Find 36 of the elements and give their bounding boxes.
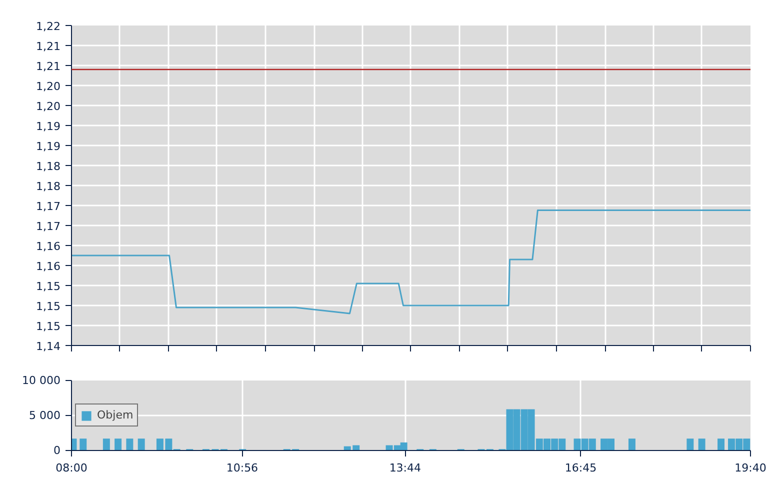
- y-tick-label: 1,21: [36, 40, 61, 53]
- y-tick-label: 1,15: [36, 280, 61, 293]
- y-tick-label: 1,14: [36, 340, 61, 353]
- bar: [114, 438, 122, 450]
- bar: [138, 438, 145, 450]
- y-tick-label: 1,19: [36, 120, 61, 133]
- x-tick-label: 08:00: [56, 462, 88, 474]
- y-tick-label: 0: [54, 444, 60, 457]
- line-series: [72, 210, 750, 314]
- y-tick-label: 10 000: [22, 374, 61, 387]
- x-tick-label: 13:44: [389, 462, 422, 474]
- bar: [126, 438, 134, 450]
- y-tick-label: 1,16: [36, 240, 61, 253]
- y-tick-label: 1,21: [36, 60, 61, 73]
- bar: [628, 438, 636, 450]
- y-tick-label: 1,18: [36, 160, 61, 173]
- x-tick-label: 16:45: [564, 462, 597, 474]
- bar: [718, 438, 724, 450]
- bar: [698, 438, 706, 450]
- y-tick-label: 1,20: [36, 100, 61, 113]
- y-tick-label: 1,16: [36, 260, 61, 273]
- y-tick-label: 1,15: [36, 320, 61, 333]
- legend-label: Objem: [97, 408, 134, 422]
- x-tick-label: 10:56: [226, 462, 258, 474]
- y-tick-label: 1,20: [36, 80, 61, 93]
- y-tick-label: 1,18: [36, 180, 61, 193]
- y-tick-label: 1,19: [36, 140, 61, 153]
- y-tick-label: 1,15: [36, 300, 61, 313]
- y-tick-label: 1,17: [36, 200, 61, 213]
- y-tick-label: 1,22: [36, 20, 61, 33]
- bar: [80, 438, 87, 450]
- y-tick-label: 1,17: [36, 220, 61, 233]
- bar: [686, 438, 694, 450]
- y-tick-label: 5 000: [29, 409, 61, 422]
- bar: [102, 438, 110, 450]
- x-tick-label: 19:40: [734, 462, 766, 474]
